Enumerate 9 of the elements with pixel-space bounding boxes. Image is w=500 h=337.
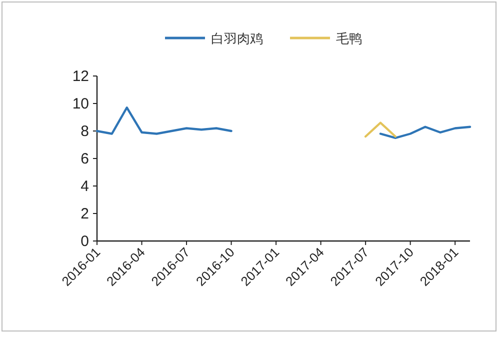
y-tick-label: 10: [72, 96, 89, 112]
legend-label: 毛鸭: [336, 31, 362, 46]
y-tick-label: 0: [80, 233, 89, 250]
y-tick-label: 8: [80, 123, 89, 140]
y-tick-label: 6: [80, 150, 89, 168]
y-tick-label: 12: [72, 68, 89, 85]
y-tick-label: 4: [80, 178, 89, 195]
y-tick-label: 2: [80, 206, 89, 222]
legend-label: 白羽肉鸡: [211, 31, 263, 46]
